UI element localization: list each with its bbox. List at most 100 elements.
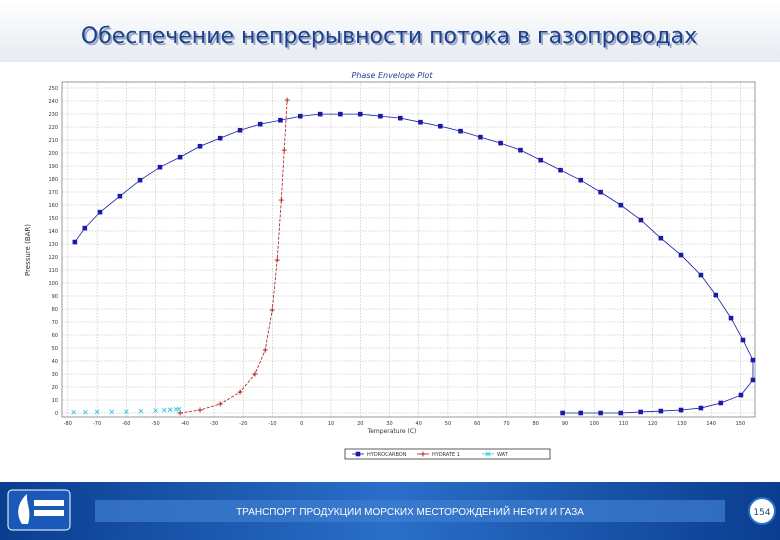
y-tick-label: 60 [52,333,58,339]
y-tick-label: 240 [48,99,58,105]
y-tick-label: 180 [48,177,58,183]
point [638,409,643,415]
y-tick-label: 70 [52,320,58,326]
y-tick-label: 190 [48,164,58,170]
slide-title-shadow: Обеспечение непрерывности потока в газоп… [83,26,699,51]
y-tick-label: 30 [52,372,58,378]
point [558,167,563,173]
legend-label: HYDROCARBON [367,452,407,458]
x-tick-label: 80 [533,421,539,427]
point [71,410,77,415]
point [72,239,78,245]
point [82,225,88,231]
point [618,410,624,416]
point [167,407,173,413]
y-tick-label: 110 [48,268,58,274]
logo [7,489,71,531]
series-line [74,113,754,414]
point [197,143,203,149]
point [137,177,143,183]
point [738,392,744,398]
point [598,410,603,416]
y-axis-label: Pressure (BAR) [24,224,32,276]
slide-title: Обеспечение непрерывности потока в газоп… [81,24,697,49]
point [162,407,167,413]
x-tick-label: 30 [386,421,392,427]
y-tick-label: 170 [48,190,58,196]
x-tick-label: 60 [474,421,480,427]
point [728,315,734,321]
x-tick-label: -80 [64,421,72,427]
point [420,451,426,457]
x-tick-label: -40 [181,421,189,427]
point [269,307,275,313]
y-tick-label: 200 [48,151,58,157]
y-tick-label: 90 [52,294,58,300]
point [284,97,290,103]
x-tick-label: 20 [357,421,363,427]
point [713,292,719,298]
point [237,389,243,395]
point [560,410,565,416]
y-tick-label: 120 [48,255,58,261]
point [274,257,280,263]
point [398,115,403,121]
x-tick-label: -20 [239,421,247,427]
point [357,111,363,117]
point [678,252,684,258]
footer-strip [95,500,725,522]
y-tick-label: 150 [48,216,58,222]
point [217,135,223,141]
point [157,164,163,170]
point [750,377,756,383]
point [658,408,664,414]
y-tick-label: 250 [48,86,58,92]
point [355,451,361,457]
point [281,147,287,153]
point [176,406,182,412]
point [97,209,103,215]
x-tick-label: 120 [648,421,658,427]
point [338,111,343,117]
y-tick-label: 210 [48,138,58,144]
x-tick-label: 90 [562,421,568,427]
legend-box [344,448,551,460]
x-tick-label: -70 [93,421,101,427]
point [418,119,423,125]
point [237,127,243,133]
point [138,408,144,414]
point [740,337,746,343]
y-tick-label: 80 [52,307,58,313]
point [197,407,203,413]
point [153,408,158,413]
title-band [0,0,780,62]
plot-area: -80 -70 -60 -50 -40 -30 -20 -10 0 10 20 30 40 50 60 70 8… [48,81,756,427]
x-tick-label: 0 [300,421,303,427]
y-tick-label: 10 [52,398,58,404]
x-tick-label: 130 [677,421,687,427]
point [257,121,263,127]
x-tick-label: -10 [268,421,276,427]
point [498,140,503,146]
plot-frame [61,81,756,418]
point [518,147,523,153]
page-badge [748,497,776,525]
point [83,409,88,415]
y-tick-label: 130 [48,242,58,248]
legend-label: WAT [497,452,509,458]
point [262,347,268,353]
y-tick-label: 50 [52,346,58,352]
point [578,410,584,416]
point [94,409,100,415]
x-tick-label: 50 [445,421,451,427]
point [109,409,115,415]
point [638,217,644,223]
point [278,197,284,203]
x-tick-label: -50 [151,421,159,427]
point [458,128,463,134]
point [317,111,323,117]
y-tick-label: 100 [48,281,58,287]
point [538,157,543,163]
x-tick-label: -60 [122,421,130,427]
